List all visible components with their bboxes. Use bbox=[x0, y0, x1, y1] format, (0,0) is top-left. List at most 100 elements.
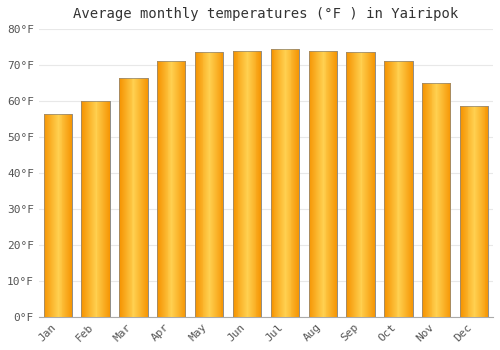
Bar bbox=[242, 51, 244, 317]
Bar bbox=[324, 51, 326, 317]
Bar bbox=[170, 62, 172, 317]
Bar bbox=[245, 51, 246, 317]
Bar bbox=[430, 83, 432, 317]
Bar bbox=[107, 101, 108, 317]
Bar bbox=[86, 101, 87, 317]
Bar bbox=[315, 51, 316, 317]
Bar bbox=[477, 106, 478, 317]
Bar bbox=[283, 49, 284, 317]
Bar bbox=[55, 114, 56, 317]
Bar bbox=[82, 101, 110, 317]
Bar bbox=[410, 62, 412, 317]
Bar bbox=[51, 114, 52, 317]
Bar bbox=[130, 78, 132, 317]
Bar bbox=[426, 83, 427, 317]
Bar bbox=[290, 49, 292, 317]
Bar bbox=[49, 114, 50, 317]
Bar bbox=[436, 83, 438, 317]
Bar bbox=[371, 52, 372, 317]
Bar bbox=[385, 62, 386, 317]
Bar bbox=[405, 62, 406, 317]
Bar bbox=[484, 106, 486, 317]
Bar bbox=[351, 52, 352, 317]
Bar bbox=[432, 83, 434, 317]
Bar bbox=[422, 83, 450, 317]
Bar bbox=[126, 78, 127, 317]
Bar bbox=[69, 114, 70, 317]
Bar bbox=[384, 62, 385, 317]
Bar bbox=[210, 52, 211, 317]
Bar bbox=[308, 51, 337, 317]
Bar bbox=[234, 51, 236, 317]
Bar bbox=[104, 101, 105, 317]
Bar bbox=[369, 52, 370, 317]
Bar bbox=[164, 62, 166, 317]
Bar bbox=[179, 62, 180, 317]
Bar bbox=[66, 114, 67, 317]
Bar bbox=[336, 51, 337, 317]
Bar bbox=[384, 62, 412, 317]
Bar bbox=[409, 62, 410, 317]
Bar bbox=[252, 51, 254, 317]
Bar bbox=[287, 49, 288, 317]
Bar bbox=[346, 52, 375, 317]
Bar bbox=[473, 106, 474, 317]
Bar bbox=[445, 83, 446, 317]
Bar bbox=[195, 52, 196, 317]
Bar bbox=[410, 62, 411, 317]
Bar bbox=[58, 114, 59, 317]
Bar bbox=[270, 49, 272, 317]
Bar bbox=[464, 106, 466, 317]
Bar bbox=[310, 51, 312, 317]
Bar bbox=[100, 101, 102, 317]
Bar bbox=[470, 106, 472, 317]
Bar bbox=[320, 51, 321, 317]
Bar bbox=[349, 52, 350, 317]
Bar bbox=[398, 62, 400, 317]
Bar bbox=[87, 101, 88, 317]
Bar bbox=[424, 83, 425, 317]
Bar bbox=[439, 83, 440, 317]
Bar bbox=[475, 106, 476, 317]
Bar bbox=[390, 62, 391, 317]
Bar bbox=[404, 62, 405, 317]
Bar bbox=[182, 62, 184, 317]
Bar bbox=[466, 106, 468, 317]
Bar bbox=[143, 78, 144, 317]
Bar bbox=[136, 78, 138, 317]
Bar bbox=[441, 83, 442, 317]
Bar bbox=[394, 62, 396, 317]
Bar bbox=[270, 49, 299, 317]
Bar bbox=[479, 106, 480, 317]
Bar bbox=[173, 62, 174, 317]
Bar bbox=[67, 114, 68, 317]
Bar bbox=[322, 51, 324, 317]
Bar bbox=[486, 106, 488, 317]
Bar bbox=[233, 51, 234, 317]
Bar bbox=[138, 78, 139, 317]
Bar bbox=[162, 62, 163, 317]
Bar bbox=[474, 106, 475, 317]
Bar bbox=[346, 52, 348, 317]
Bar bbox=[44, 114, 72, 317]
Bar bbox=[460, 106, 461, 317]
Bar bbox=[233, 51, 261, 317]
Bar bbox=[174, 62, 175, 317]
Bar bbox=[106, 101, 107, 317]
Bar bbox=[355, 52, 356, 317]
Bar bbox=[220, 52, 222, 317]
Bar bbox=[367, 52, 368, 317]
Bar bbox=[57, 114, 58, 317]
Bar bbox=[50, 114, 51, 317]
Bar bbox=[422, 83, 450, 317]
Bar bbox=[460, 106, 488, 317]
Bar bbox=[350, 52, 351, 317]
Bar bbox=[251, 51, 252, 317]
Bar bbox=[297, 49, 298, 317]
Bar bbox=[434, 83, 436, 317]
Bar bbox=[370, 52, 371, 317]
Bar bbox=[82, 101, 84, 317]
Bar bbox=[391, 62, 392, 317]
Bar bbox=[373, 52, 374, 317]
Bar bbox=[353, 52, 354, 317]
